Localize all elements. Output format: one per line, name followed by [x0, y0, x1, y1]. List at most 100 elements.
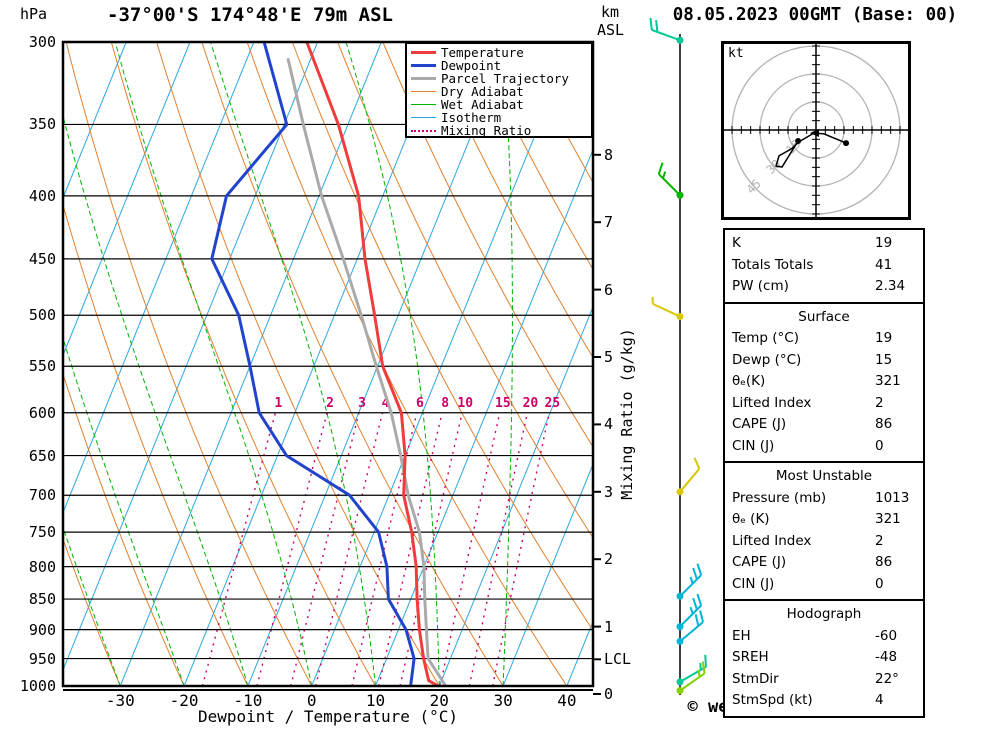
plot-border [61, 40, 595, 688]
hodograph-trace [775, 132, 847, 168]
dewpoint-line [210, 42, 416, 686]
info-box-title: Hodograph [786, 606, 862, 622]
info-row-value: 86 [875, 416, 893, 432]
info-row-value: 19 [875, 235, 893, 251]
info-row: θₑ (K) 321 [725, 509, 923, 531]
wind-barb-column [649, 17, 707, 695]
pressure-tick-label: 400 [28, 186, 56, 205]
info-row: StmDir 22° [725, 669, 923, 691]
info-row: EH -60 [725, 626, 923, 648]
legend-label: Isotherm [441, 110, 502, 125]
info-row-label: Temp (°C) [732, 330, 799, 346]
info-row-label: Pressure (mb) [732, 489, 827, 506]
legend-item: Mixing Ratio [407, 124, 591, 137]
info-row-label: EH [732, 627, 751, 644]
info-row: Dewp (°C) 15 [725, 350, 923, 372]
info-box-title: Most Unstable [775, 468, 873, 484]
hodograph-trace-dot [843, 140, 850, 147]
info-box-surface: Surface Temp (°C) 19 Dewp (°C) 15 θₑ(K) 321 Lif… [723, 301, 925, 463]
info-row-label: StmDir [732, 670, 779, 687]
pressure-tick-label: 600 [28, 403, 56, 422]
wind-barb-dot [676, 678, 684, 686]
mixing-ratio-label: 3 [358, 396, 366, 411]
info-row-label: SREH [732, 649, 769, 665]
info-row-label: θₑ (K) [732, 511, 770, 527]
info-row-label: PW (cm) [732, 278, 789, 294]
info-row-value: 0 [875, 575, 884, 592]
info-box-indices: K 19 Totals Totals 41 PW (cm) 2.34 [723, 228, 925, 304]
km-tick-label: LCL [604, 650, 632, 669]
info-row: StmSpd (kt) 4 [725, 690, 923, 712]
legend-swatch [411, 129, 436, 132]
mixing-ratio-label: 6 [416, 396, 424, 411]
pressure-tick-label: 800 [28, 557, 56, 576]
temp-tick-label: -10 [233, 691, 263, 710]
info-row-value: 2.34 [875, 278, 906, 294]
info-row: SREH -48 [725, 647, 923, 669]
info-row-value: 0 [875, 437, 884, 454]
km-axis-unit-line1: km [601, 3, 620, 21]
hodograph-unit-label: kt [728, 46, 744, 61]
pressure-tick-label: 900 [28, 620, 56, 639]
wind-barb [651, 29, 681, 42]
mixing-ratio-label: 2 [326, 396, 334, 411]
info-row: CIN (J) 0 [725, 574, 923, 596]
sounding-profiles [210, 42, 448, 686]
wind-barb [679, 468, 701, 493]
date-title: 08.05.2023 00GMT (Base: 00) [672, 5, 958, 25]
info-row-label: CIN (J) [732, 437, 775, 454]
mixing-ratio-label: 20 [523, 396, 539, 411]
info-row: CAPE (J) 86 [725, 414, 923, 436]
pressure-tick-label: 550 [28, 357, 56, 376]
info-row-value: 4 [875, 692, 884, 708]
hodograph-border [721, 41, 911, 220]
legend-item: Parcel Trajectory [407, 72, 591, 85]
km-tick-label: 7 [604, 213, 614, 232]
info-row: θₑ(K) 321 [725, 371, 923, 393]
station-title: -37°00'S 174°48'E 79m ASL [107, 4, 393, 26]
km-tick-label: 0 [604, 685, 614, 703]
info-row-label: Totals Totals [732, 256, 814, 273]
info-row-label: CIN (J) [732, 575, 775, 592]
temp-tick-label: -30 [105, 691, 135, 710]
info-row-value: 321 [875, 511, 901, 527]
legend-item: Isotherm [407, 111, 591, 124]
legend-swatch [411, 91, 436, 92]
legend-label: Dewpoint [441, 58, 502, 73]
info-row-label: θₑ(K) [732, 373, 766, 389]
info-row-label: Lifted Index [732, 532, 812, 549]
wind-barb [679, 621, 704, 643]
hodograph-trace-dot [795, 138, 802, 145]
temp-tick-label: -20 [169, 691, 199, 710]
wind-barb-dot [676, 36, 684, 44]
pressure-tick-label: 450 [28, 249, 56, 268]
wind-barb-dot [676, 488, 684, 496]
info-row-value: 41 [875, 256, 893, 273]
legend-label: Temperature [441, 45, 524, 60]
wind-barb-dot [676, 637, 684, 645]
mixing-ratio-label: 15 [495, 396, 511, 411]
info-row-value: -60 [875, 627, 898, 644]
info-row-label: CAPE (J) [732, 554, 787, 570]
legend-item: Temperature [407, 46, 591, 59]
x-axis-title: Dewpoint / Temperature (°C) [197, 707, 459, 726]
info-row-value: 2 [875, 394, 884, 411]
pressure-tick-label: 500 [28, 306, 56, 325]
temperature-line [305, 42, 440, 686]
pressure-tick-label: 300 [28, 33, 56, 51]
legend-item: Dewpoint [407, 59, 591, 72]
info-row: Temp (°C) 19 [725, 328, 923, 350]
km-tick-label: 3 [604, 482, 614, 501]
temp-tick-label: 20 [429, 691, 449, 710]
info-row: K 19 [725, 233, 923, 255]
legend-item: Dry Adiabat [407, 85, 591, 98]
info-row: CAPE (J) 86 [725, 552, 923, 574]
info-row-value: -48 [875, 649, 898, 665]
info-box-hodograph: Hodograph EH -60 SREH -48 StmDir 22° StmSpd (kt… [723, 599, 925, 718]
temp-tick-label: 30 [493, 691, 513, 710]
info-row-label: Dewp (°C) [732, 351, 802, 368]
pressure-tick-label: 850 [28, 590, 56, 609]
pressure-tick-label: 350 [28, 115, 56, 134]
